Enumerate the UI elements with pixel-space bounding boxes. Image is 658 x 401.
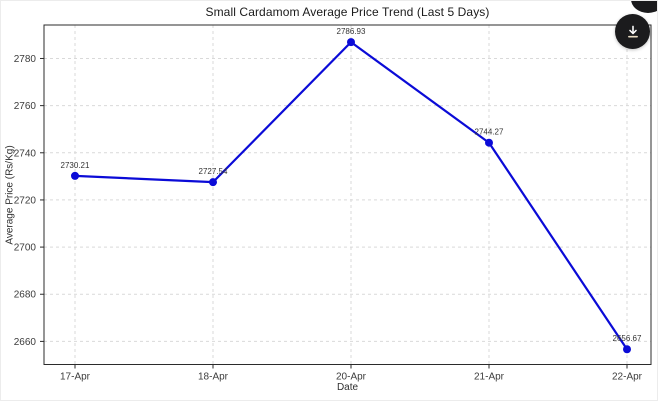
x-tick-label: 17-Apr: [60, 372, 91, 383]
download-icon: [627, 25, 638, 37]
download-button[interactable]: [615, 14, 650, 49]
data-point: [347, 38, 355, 47]
y-tick-label: 2740: [14, 148, 37, 159]
y-tick-label: 2680: [14, 290, 37, 301]
data-point: [209, 178, 217, 187]
plot-border: [43, 24, 652, 365]
point-value-label: 2727.54: [199, 167, 228, 176]
corner-accent: [631, 1, 657, 13]
point-value-label: 2744.27: [475, 128, 504, 137]
y-tick-label: 2720: [14, 195, 37, 206]
x-tick-label: 20-Apr: [336, 372, 367, 383]
y-tick-label: 2780: [14, 54, 37, 65]
point-value-label: 2786.93: [337, 27, 366, 36]
point-value-label: 2656.67: [613, 334, 642, 343]
y-tick-label: 2660: [14, 337, 37, 348]
y-tick-label: 2760: [14, 101, 37, 112]
x-tick-label: 21-Apr: [474, 372, 505, 383]
chart-title: Small Cardamom Average Price Trend (Last…: [205, 5, 490, 19]
data-point: [485, 138, 493, 147]
data-point: [623, 345, 631, 354]
point-value-label: 2730.21: [61, 161, 90, 170]
y-tick-label: 2700: [14, 243, 37, 254]
data-point: [71, 171, 79, 180]
x-tick-label: 22-Apr: [612, 372, 643, 383]
x-axis-title: Date: [336, 382, 359, 393]
y-axis-title: Average Price (Rs/Kg): [4, 145, 16, 245]
x-tick-label: 18-Apr: [198, 372, 229, 383]
